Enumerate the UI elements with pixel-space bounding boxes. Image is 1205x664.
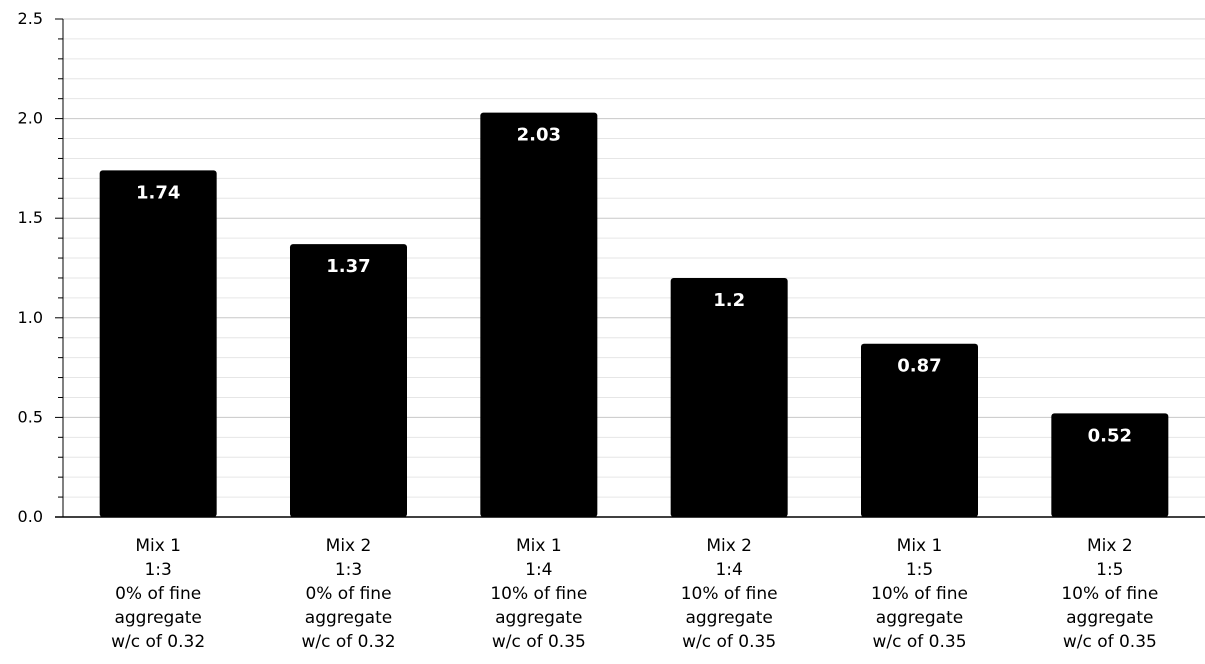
x-tick-label: aggregate [1066,608,1153,628]
x-tick-label: aggregate [495,608,582,628]
bar [290,244,407,517]
x-tick-label: w/c of 0.35 [1063,632,1157,652]
data-label: 1.37 [326,256,370,277]
x-tick-label: aggregate [305,608,392,628]
x-tick-label: 10% of fine [490,584,587,604]
x-tick-label: 1:5 [1096,560,1123,580]
x-tick-label: w/c of 0.32 [111,632,205,652]
data-label: 0.52 [1088,425,1132,446]
y-tick-label: 1.0 [18,308,43,327]
data-label: 1.2 [713,290,745,311]
x-tick-label: 10% of fine [1061,584,1158,604]
x-tick-label: 1:3 [144,560,171,580]
x-tick-label: 0% of fine [115,584,201,604]
x-tick-label: aggregate [876,608,963,628]
x-tick-label: 1:4 [715,560,742,580]
data-label: 2.03 [517,125,561,146]
x-tick-label: Mix 1 [897,536,943,556]
x-axis-labels: Mix 1 1:3 0% of fine aggregate w/c of 0.32 Mi… [111,536,1158,652]
x-tick-label: 10% of fine [871,584,968,604]
gridlines [63,18,1205,498]
data-label: 1.74 [136,182,180,203]
y-tick-label: 0.5 [18,407,43,426]
y-axis: 0.0 0.5 1.0 1.5 2.0 2.5 [18,9,1205,526]
x-tick-label: w/c of 0.35 [682,632,776,652]
data-label: 0.87 [897,356,941,377]
bar [480,112,598,518]
x-tick-label: Mix 2 [326,536,372,556]
x-tick-label: aggregate [685,608,772,628]
x-tick-label: 10% of fine [681,584,778,604]
x-tick-label: aggregate [114,608,201,628]
x-tick-label: 1:3 [335,560,362,580]
x-tick-label: Mix 1 [135,536,181,556]
x-tick-label: 1:5 [906,560,933,580]
x-tick-label: w/c of 0.35 [492,632,586,652]
x-tick-label: w/c of 0.32 [301,632,395,652]
data-labels: 1.74 1.37 2.03 1.2 0.87 0.52 [136,125,1132,447]
x-tick-label: w/c of 0.35 [872,632,966,652]
y-tick-label: 2.5 [18,9,43,28]
x-tick-label: Mix 2 [1087,536,1133,556]
y-tick-label: 0.0 [18,507,43,526]
bar [99,170,217,517]
bar [861,343,978,517]
y-tick-label: 2.0 [18,109,43,128]
bar [670,277,788,517]
x-tick-label: 0% of fine [305,584,391,604]
x-tick-label: Mix 2 [706,536,752,556]
bar [1051,413,1169,517]
x-tick-label: Mix 1 [516,536,562,556]
x-tick-label: 1:4 [525,560,552,580]
y-tick-label: 1.5 [18,208,43,227]
bars [99,112,1169,518]
